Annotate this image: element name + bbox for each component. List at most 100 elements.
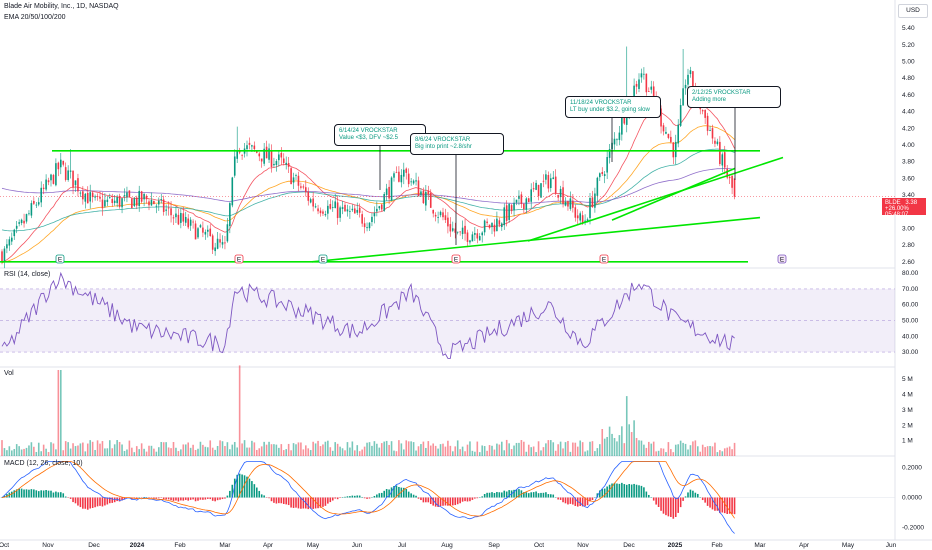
earnings-marker-label: E xyxy=(58,257,63,264)
candle-body xyxy=(77,178,79,192)
candle-body xyxy=(99,196,101,199)
macd-histogram-bar xyxy=(655,497,657,505)
volume-bar xyxy=(621,426,623,456)
macd-histogram-bar xyxy=(290,497,292,508)
volume-bar xyxy=(246,447,248,456)
candle-body xyxy=(439,211,442,216)
candle-body xyxy=(197,228,199,238)
macd-histogram-bar xyxy=(731,497,733,514)
annotation-callout[interactable]: 6/14/24 VROCKSTAR Value <$3, DFV ~$2.5 xyxy=(334,124,426,146)
volume-bar xyxy=(520,440,523,456)
candle-body xyxy=(689,70,692,75)
candle-body xyxy=(466,232,469,242)
candle-body xyxy=(258,153,261,157)
volume-bar xyxy=(224,446,226,456)
time-tick-label: 2025 xyxy=(668,542,683,549)
candle-body xyxy=(403,169,405,177)
candle-body xyxy=(329,204,332,209)
volume-bar xyxy=(312,441,314,456)
macd-histogram-bar xyxy=(256,487,258,498)
macd-histogram-bar xyxy=(657,497,660,508)
macd-histogram-bar xyxy=(701,497,704,501)
macd-histogram-bar xyxy=(295,497,297,508)
volume-bar xyxy=(177,451,180,456)
candle-body xyxy=(434,214,437,217)
macd-histogram-bar xyxy=(182,497,185,501)
candle-body xyxy=(523,203,525,210)
volume-bar xyxy=(231,444,234,456)
volume-bar xyxy=(613,438,616,456)
annotation-callout[interactable]: 11/18/24 VROCKSTAR LT buy under $3.2, go… xyxy=(565,96,661,118)
candle-body xyxy=(704,110,706,118)
volume-bar xyxy=(373,441,376,456)
candle-body xyxy=(645,73,648,93)
candle-body xyxy=(86,192,89,204)
ema-indicator-label[interactable]: EMA 20/50/100/200 xyxy=(4,14,66,21)
macd-histogram-bar xyxy=(388,489,390,498)
macd-histogram-bar xyxy=(613,482,616,498)
macd-histogram-bar xyxy=(20,488,23,498)
earnings-marker-label: E xyxy=(237,257,242,264)
macd-histogram-bar xyxy=(336,497,339,500)
macd-histogram-bar xyxy=(60,492,62,498)
volume-bar xyxy=(679,440,682,456)
candle-body xyxy=(158,200,160,205)
currency-button[interactable]: USD xyxy=(898,4,928,18)
candle-body xyxy=(111,198,114,204)
candle-body xyxy=(380,204,383,210)
annotation-callout[interactable]: 2/12/25 VROCKSTAR Adding more xyxy=(687,86,781,108)
volume-bar xyxy=(302,449,305,456)
volume-bar xyxy=(278,447,280,456)
volume-bar xyxy=(131,447,133,456)
volume-bar xyxy=(594,451,596,456)
volume-bar xyxy=(28,445,30,456)
ema-line xyxy=(1,103,735,264)
volume-bar xyxy=(265,444,268,456)
macd-histogram-bar xyxy=(13,490,16,498)
candle-body xyxy=(449,224,452,232)
candle-body xyxy=(260,158,263,162)
macd-histogram-bar xyxy=(625,484,628,498)
time-tick-label: Feb xyxy=(174,542,186,549)
candle-body xyxy=(481,232,483,236)
macd-histogram-bar xyxy=(241,474,243,498)
candle-body xyxy=(224,242,226,244)
volume-bar xyxy=(518,442,520,456)
volume-bar xyxy=(432,443,434,456)
macd-histogram-bar xyxy=(425,497,427,503)
volume-bar xyxy=(439,444,442,456)
macd-histogram-bar xyxy=(148,497,150,499)
annotation-callout[interactable]: 8/6/24 VROCKSTAR Big into print ~2.8/shr xyxy=(410,133,504,155)
macd-histogram-bar xyxy=(155,497,158,499)
volume-bar xyxy=(452,451,454,456)
candle-body xyxy=(623,115,626,124)
volume-bar xyxy=(153,448,155,456)
ema-line xyxy=(1,168,735,204)
macd-histogram-bar xyxy=(211,497,214,501)
volume-bar xyxy=(170,448,172,456)
candle-body xyxy=(263,148,265,164)
volume-bar xyxy=(324,441,327,456)
volume-bar xyxy=(471,450,474,456)
candle-body xyxy=(483,220,486,233)
volume-bar xyxy=(400,443,403,456)
candle-body xyxy=(530,189,532,202)
candle-body xyxy=(459,231,461,233)
candle-body xyxy=(229,203,231,227)
candle-body xyxy=(667,133,670,138)
macd-histogram-bar xyxy=(209,497,212,500)
macd-histogram-bar xyxy=(415,495,417,498)
ema-line xyxy=(1,125,735,264)
volume-bar xyxy=(677,444,679,456)
volume-bar xyxy=(496,443,498,456)
macd-histogram-bar xyxy=(243,475,246,498)
candle-body xyxy=(508,204,510,220)
time-tick-label: Oct xyxy=(0,542,9,549)
macd-histogram-bar xyxy=(113,497,116,503)
macd-histogram-bar xyxy=(263,495,265,498)
volume-bar xyxy=(645,447,648,456)
candle-body xyxy=(45,179,47,190)
candle-body xyxy=(346,209,349,212)
macd-histogram-bar xyxy=(233,478,236,498)
